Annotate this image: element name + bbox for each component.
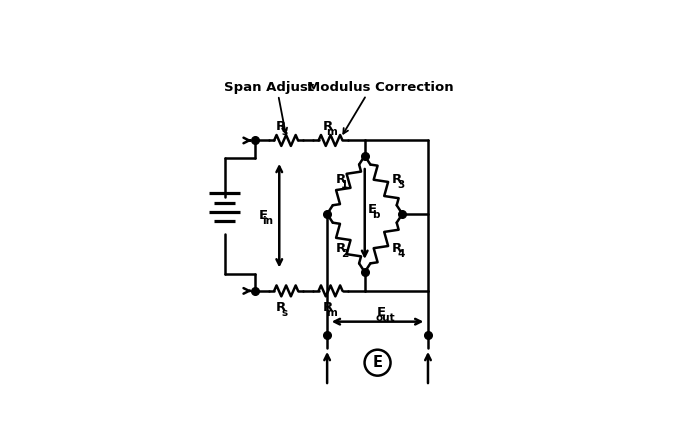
Text: R: R — [392, 173, 402, 186]
Text: R: R — [276, 119, 286, 133]
Text: in: in — [262, 216, 273, 226]
Text: s: s — [281, 127, 288, 137]
Text: R: R — [392, 242, 402, 255]
Text: R: R — [336, 242, 346, 255]
Text: E: E — [259, 209, 268, 222]
Text: Modulus Correction: Modulus Correction — [306, 81, 453, 94]
Text: E: E — [377, 305, 386, 319]
Text: 2: 2 — [341, 249, 348, 258]
Text: R: R — [336, 173, 346, 186]
Text: R: R — [323, 301, 334, 314]
Text: b: b — [373, 210, 380, 220]
Text: R: R — [323, 119, 334, 133]
Text: Span Adjust: Span Adjust — [224, 81, 314, 94]
Text: m: m — [327, 127, 337, 137]
Text: 3: 3 — [398, 180, 404, 190]
Text: R: R — [276, 301, 286, 314]
Text: E: E — [373, 355, 382, 370]
Text: out: out — [375, 313, 395, 322]
Text: 4: 4 — [398, 249, 404, 258]
Text: E: E — [368, 203, 377, 216]
Text: s: s — [281, 309, 288, 318]
Text: m: m — [327, 309, 337, 318]
Text: 1: 1 — [341, 180, 348, 190]
